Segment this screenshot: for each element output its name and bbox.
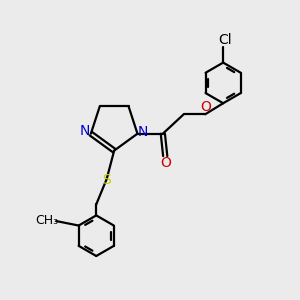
Text: CH₃: CH₃ [35, 214, 58, 227]
Text: S: S [102, 172, 111, 187]
Text: N: N [138, 125, 148, 139]
Text: Cl: Cl [218, 33, 232, 46]
Text: O: O [160, 156, 171, 170]
Text: N: N [80, 124, 90, 138]
Text: O: O [201, 100, 212, 114]
